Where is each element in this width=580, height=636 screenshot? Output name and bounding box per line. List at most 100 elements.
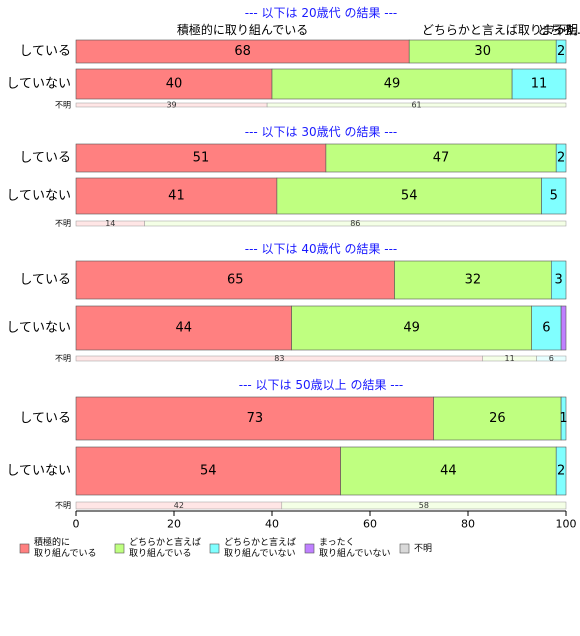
data-label: 54 bbox=[200, 464, 217, 479]
data-label: 73 bbox=[247, 411, 264, 426]
legend-label: 取り組んでいる bbox=[129, 547, 192, 559]
row-label: していない bbox=[6, 464, 71, 479]
bar-segment bbox=[511, 68, 567, 100]
bar-segment bbox=[75, 260, 395, 300]
data-label: 5 bbox=[550, 189, 558, 204]
legend-label: まったく bbox=[319, 537, 355, 548]
bar-segment bbox=[271, 68, 513, 100]
x-tick-label: 40 bbox=[265, 518, 279, 531]
legend-swatch bbox=[209, 543, 220, 554]
bar-segment bbox=[75, 68, 273, 100]
header-label: まった... bbox=[542, 23, 580, 37]
bar-segment bbox=[541, 177, 567, 215]
group-title: --- 以下は 30歳代 の結果 --- bbox=[245, 125, 398, 139]
bar-segment bbox=[394, 260, 552, 300]
unknown-data-label: 86 bbox=[350, 219, 360, 228]
unknown-label: 不明 bbox=[55, 501, 71, 510]
unknown-data-label: 61 bbox=[411, 101, 421, 110]
legend-swatch bbox=[19, 543, 30, 554]
unknown-data-label: 6 bbox=[549, 354, 554, 363]
header-label: 積極的に取り組んでいる bbox=[177, 22, 308, 37]
legend-swatch bbox=[114, 543, 125, 554]
data-label: 2 bbox=[557, 151, 565, 166]
unknown-label: 不明 bbox=[55, 219, 71, 228]
data-label: 47 bbox=[433, 151, 450, 166]
data-label: 1 bbox=[559, 411, 567, 426]
bar-segment bbox=[433, 396, 562, 441]
unknown-label: 不明 bbox=[55, 101, 71, 110]
unknown-data-label: 42 bbox=[174, 501, 184, 510]
row-label: している bbox=[19, 411, 71, 426]
header-label: どちらかと言えば取り... bbox=[422, 23, 553, 37]
bar-segment bbox=[555, 446, 567, 496]
bar-segment bbox=[340, 446, 557, 496]
data-label: 6 bbox=[542, 321, 550, 336]
legend-label: 取り組んでいない bbox=[319, 547, 391, 559]
bar-segment bbox=[555, 39, 567, 64]
data-label: 44 bbox=[440, 464, 457, 479]
data-label: 49 bbox=[403, 321, 420, 336]
row-label: していない bbox=[6, 77, 71, 92]
unknown-data-label: 83 bbox=[274, 354, 284, 363]
data-label: 32 bbox=[465, 273, 482, 288]
legend-label: 積極的に bbox=[34, 536, 70, 548]
bar-segment bbox=[291, 305, 533, 351]
bar-segment bbox=[75, 177, 278, 215]
bar-segment bbox=[75, 305, 292, 351]
bar-segment bbox=[555, 143, 567, 173]
group-title: --- 以下は 50歳以上 の結果 --- bbox=[239, 378, 404, 392]
legend-swatch bbox=[399, 543, 410, 554]
legend-label: どちらかと言えば bbox=[129, 536, 201, 548]
unknown-data-label: 39 bbox=[166, 101, 176, 110]
header-label: どちら... bbox=[537, 23, 580, 37]
data-label: 11 bbox=[531, 77, 548, 92]
data-label: 26 bbox=[489, 411, 506, 426]
data-label: 40 bbox=[166, 77, 183, 92]
data-label: 2 bbox=[557, 44, 565, 59]
bar-segment bbox=[560, 396, 567, 441]
data-label: 2 bbox=[557, 464, 565, 479]
x-tick-label: 60 bbox=[363, 518, 377, 531]
data-label: 68 bbox=[234, 44, 251, 59]
data-label: 54 bbox=[401, 189, 418, 204]
row-label: していない bbox=[6, 189, 71, 204]
bar-segment bbox=[550, 260, 567, 300]
unknown-data-label: 11 bbox=[505, 354, 515, 363]
row-label: している bbox=[19, 151, 71, 166]
bar-segment bbox=[75, 396, 435, 441]
bar-segment bbox=[75, 143, 327, 173]
unknown-segment bbox=[266, 102, 567, 108]
group-title: --- 以下は 40歳代 の結果 --- bbox=[245, 242, 398, 256]
data-label: 51 bbox=[193, 151, 210, 166]
x-tick-label: 100 bbox=[556, 518, 577, 531]
x-tick-label: 0 bbox=[73, 518, 80, 531]
legend-label: 取り組んでいない bbox=[224, 547, 296, 559]
row-label: している bbox=[19, 44, 71, 59]
bar-segment bbox=[75, 446, 341, 496]
unknown-data-label: 58 bbox=[419, 501, 429, 510]
data-label: 44 bbox=[176, 321, 193, 336]
legend-swatch bbox=[304, 543, 315, 554]
unknown-data-label: 14 bbox=[105, 219, 115, 228]
legend-label: 取り組んでいる bbox=[34, 547, 97, 559]
bar-segment bbox=[276, 177, 542, 215]
legend-label: どちらかと言えば bbox=[224, 536, 296, 548]
data-label: 65 bbox=[227, 273, 244, 288]
legend-label: 不明 bbox=[414, 543, 432, 554]
x-tick-label: 20 bbox=[167, 518, 181, 531]
row-label: していない bbox=[6, 321, 71, 336]
row-label: している bbox=[19, 273, 71, 288]
group-title: --- 以下は 20歳代 の結果 --- bbox=[245, 6, 398, 20]
bar-segment bbox=[325, 143, 557, 173]
unknown-segment bbox=[281, 501, 567, 510]
unknown-segment bbox=[144, 220, 567, 227]
data-label: 30 bbox=[474, 44, 491, 59]
x-tick-label: 80 bbox=[461, 518, 475, 531]
data-label: 49 bbox=[384, 77, 401, 92]
bar-segment bbox=[560, 305, 567, 351]
header-label: 不明 bbox=[554, 23, 578, 37]
unknown-segment bbox=[536, 355, 567, 362]
bar-segment bbox=[531, 305, 562, 351]
unknown-label: 不明 bbox=[55, 354, 71, 363]
